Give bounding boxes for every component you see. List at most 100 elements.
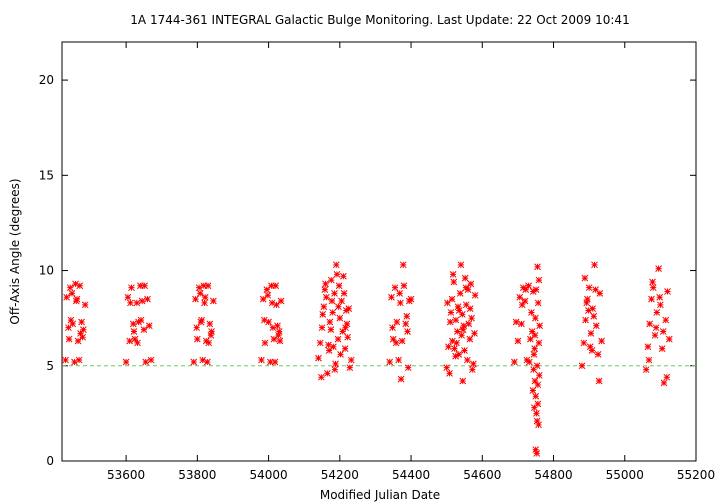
data-point xyxy=(646,320,654,328)
data-point xyxy=(316,339,324,347)
data-point xyxy=(392,339,400,347)
data-point xyxy=(130,328,138,335)
data-point xyxy=(68,290,76,297)
data-point xyxy=(275,328,283,335)
data-point xyxy=(532,314,539,322)
data-point xyxy=(322,280,329,288)
data-point xyxy=(533,450,541,457)
data-point xyxy=(344,333,352,341)
data-point xyxy=(69,320,77,328)
data-point xyxy=(330,343,337,351)
data-point xyxy=(452,352,459,360)
data-point xyxy=(453,339,461,347)
data-point xyxy=(207,331,215,339)
data-point xyxy=(585,284,593,292)
data-point xyxy=(274,322,281,330)
data-point xyxy=(455,307,463,314)
data-point xyxy=(397,375,405,383)
y-tick-label: 0 xyxy=(46,454,54,468)
data-point xyxy=(649,278,656,286)
data-point xyxy=(198,316,205,324)
data-point xyxy=(127,299,134,307)
data-point xyxy=(512,318,520,326)
data-point xyxy=(72,280,79,288)
data-point xyxy=(73,295,81,303)
data-point xyxy=(533,362,541,370)
data-point xyxy=(591,261,598,269)
data-point xyxy=(391,284,399,292)
data-point xyxy=(531,331,539,339)
data-point xyxy=(584,295,591,303)
data-point xyxy=(145,322,153,330)
data-point xyxy=(514,337,522,345)
data-point xyxy=(272,282,280,290)
data-point xyxy=(72,297,80,305)
data-point xyxy=(521,297,529,305)
data-point xyxy=(451,345,458,352)
data-point xyxy=(518,320,525,328)
data-point xyxy=(471,330,478,337)
data-point xyxy=(206,320,214,328)
data-point xyxy=(534,263,541,271)
x-axis: 53600 53800 54000 54200 54400 54600 54800 55000… xyxy=(107,42,715,482)
data-point xyxy=(459,377,467,385)
data-point xyxy=(525,358,533,366)
chart-title: 1A 1744-361 INTEGRAL Galactic Bulge Moni… xyxy=(130,13,629,27)
data-point xyxy=(193,324,200,332)
data-point xyxy=(655,265,662,272)
data-point xyxy=(321,286,329,293)
data-point xyxy=(315,354,322,362)
data-point xyxy=(338,297,345,305)
data-point xyxy=(340,290,348,297)
data-point xyxy=(144,295,151,303)
data-point xyxy=(195,284,203,292)
data-point xyxy=(516,293,524,301)
data-point xyxy=(465,320,473,328)
data-point xyxy=(396,290,404,297)
data-point xyxy=(78,318,85,326)
data-point xyxy=(460,322,468,330)
data-point xyxy=(448,295,456,303)
data-point xyxy=(395,356,402,364)
data-point xyxy=(275,331,282,339)
data-point xyxy=(588,347,596,354)
data-point xyxy=(201,293,209,301)
data-point xyxy=(644,343,652,351)
data-point xyxy=(642,366,650,373)
data-point xyxy=(65,335,73,343)
data-point xyxy=(142,358,150,366)
data-point xyxy=(320,303,328,311)
x-tick-label: 55000 xyxy=(606,468,644,482)
data-point xyxy=(530,366,537,373)
data-point xyxy=(340,272,347,280)
data-point xyxy=(531,345,539,352)
data-point xyxy=(532,392,540,400)
data-point xyxy=(581,274,589,282)
data-point xyxy=(63,293,70,301)
data-point xyxy=(452,316,460,324)
data-point xyxy=(140,326,148,333)
data-point xyxy=(656,293,664,301)
data-point xyxy=(466,335,474,343)
data-point xyxy=(662,316,670,324)
data-point xyxy=(651,331,659,339)
data-point xyxy=(587,330,595,337)
data-point xyxy=(208,328,215,335)
data-point xyxy=(470,360,477,368)
y-tick-label: 5 xyxy=(46,359,54,373)
data-point xyxy=(456,290,464,297)
data-point xyxy=(325,347,333,354)
data-point xyxy=(404,328,411,335)
data-point xyxy=(77,330,84,337)
data-point xyxy=(329,309,337,316)
data-point xyxy=(533,417,541,425)
plot-area-frame xyxy=(61,41,697,462)
data-point xyxy=(346,364,354,372)
data-point xyxy=(450,278,458,286)
data-point xyxy=(388,293,395,301)
data-point xyxy=(74,337,82,345)
data-point xyxy=(322,293,330,301)
data-point xyxy=(259,295,267,303)
x-tick-label: 54600 xyxy=(463,468,501,482)
